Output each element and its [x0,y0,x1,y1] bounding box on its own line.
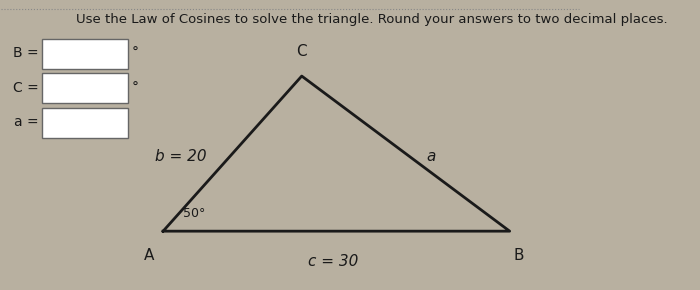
Text: 50°: 50° [183,207,206,220]
Text: C: C [296,44,307,59]
Text: °: ° [132,81,139,95]
Text: °: ° [132,46,139,60]
Text: C =: C = [13,81,39,95]
FancyBboxPatch shape [42,108,129,138]
Text: B =: B = [13,46,39,60]
FancyBboxPatch shape [42,73,129,103]
Text: A: A [144,249,154,263]
Text: Use the Law of Cosines to solve the triangle. Round your answers to two decimal : Use the Law of Cosines to solve the tria… [76,13,668,26]
FancyBboxPatch shape [42,39,129,69]
Text: b = 20: b = 20 [155,149,206,164]
Text: c = 30: c = 30 [308,254,358,269]
Text: a =: a = [14,115,39,129]
Text: B: B [513,249,524,263]
Text: a: a [426,149,435,164]
